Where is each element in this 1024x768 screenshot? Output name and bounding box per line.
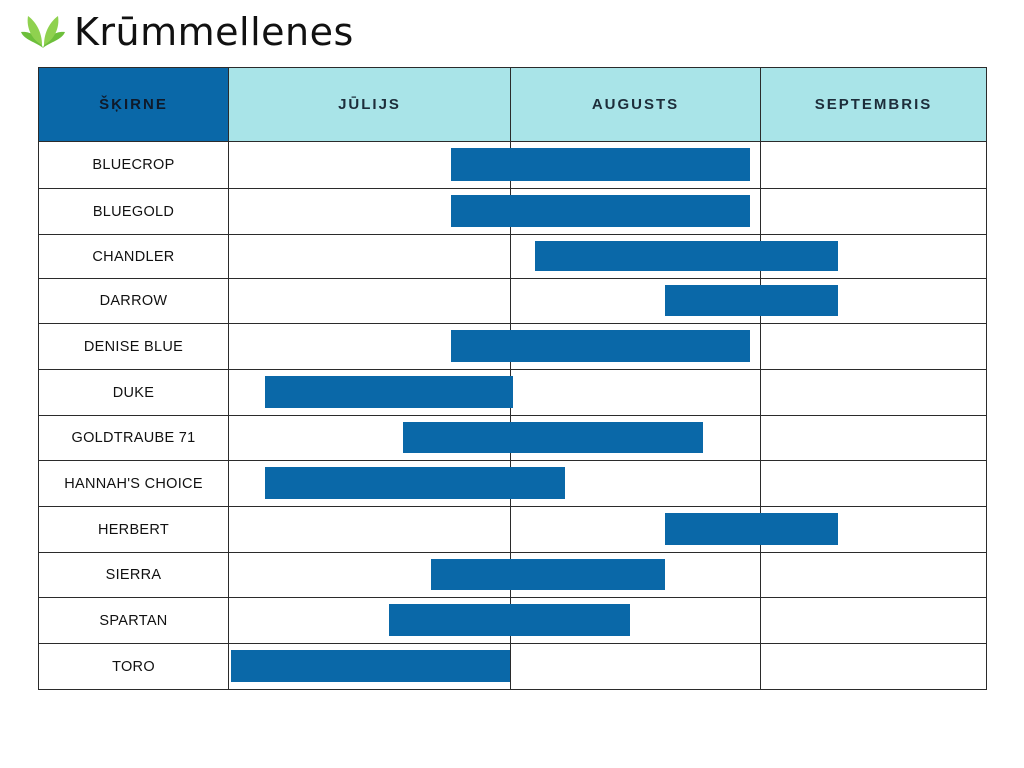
harvest-bar [231, 650, 510, 682]
variety-label: GOLDTRAUBE 71 [38, 415, 229, 461]
column-header-variety: ŠĶIRNE [38, 67, 229, 142]
harvest-bar [665, 513, 838, 545]
variety-label: DUKE [38, 369, 229, 416]
page-title: Krūmmellenes [74, 10, 354, 54]
grid-cell [760, 188, 987, 235]
variety-label: TORO [38, 643, 229, 690]
variety-label: HANNAH'S CHOICE [38, 460, 229, 507]
column-header-month: JŪLIJS [228, 67, 511, 142]
leaf-logo-icon [21, 16, 65, 48]
brand-header: Krūmmellenes [20, 8, 354, 56]
harvest-bar [389, 604, 630, 636]
harvest-bar [403, 422, 703, 453]
variety-label: SIERRA [38, 552, 229, 598]
variety-label: BLUEGOLD [38, 188, 229, 235]
column-header-month: SEPTEMBRIS [760, 67, 987, 142]
variety-label: DENISE BLUE [38, 323, 229, 370]
grid-cell [760, 323, 987, 370]
variety-label: SPARTAN [38, 597, 229, 644]
variety-label: CHANDLER [38, 234, 229, 279]
harvest-bar [665, 285, 838, 316]
harvest-bar [451, 148, 750, 181]
grid-cell [760, 597, 987, 644]
grid-cell [760, 460, 987, 507]
grid-cell [760, 643, 987, 690]
harvest-bar [265, 467, 565, 499]
harvest-bar [451, 330, 750, 362]
column-header-month: AUGUSTS [510, 67, 761, 142]
grid-cell [760, 369, 987, 416]
grid-cell [510, 369, 761, 416]
grid-cell [228, 278, 511, 324]
grid-cell [228, 234, 511, 279]
variety-label: BLUECROP [38, 141, 229, 189]
harvest-bar [265, 376, 513, 408]
grid-cell [760, 141, 987, 189]
variety-label: HERBERT [38, 506, 229, 553]
harvest-bar [431, 559, 665, 590]
grid-cell [228, 506, 511, 553]
harvest-bar [451, 195, 750, 227]
grid-cell [510, 643, 761, 690]
grid-cell [760, 415, 987, 461]
harvest-bar [535, 241, 838, 271]
grid-cell [760, 552, 987, 598]
variety-label: DARROW [38, 278, 229, 324]
